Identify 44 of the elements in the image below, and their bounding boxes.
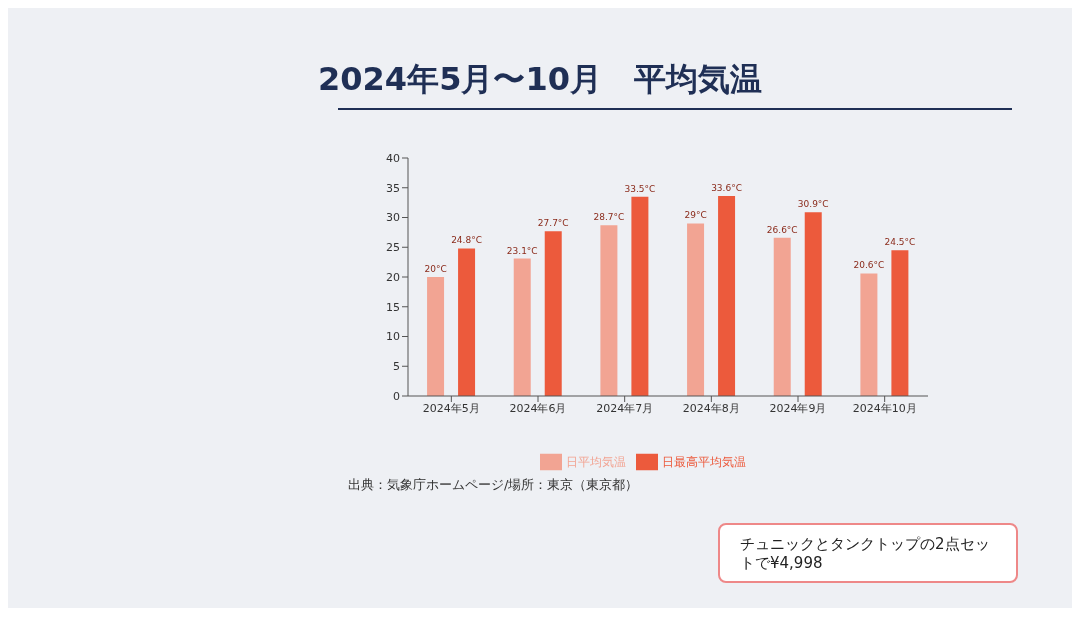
x-tick-label: 2024年10月 (852, 401, 917, 415)
bar (600, 225, 618, 396)
data-label: 29°C (684, 210, 707, 221)
chart-title: 2024年5月〜10月 平均気温 (317, 59, 763, 100)
data-label: 33.6°C (711, 183, 742, 194)
bar (718, 196, 736, 396)
data-label: 30.9°C (797, 199, 829, 210)
bar (544, 231, 562, 396)
y-tick-label: 5 (393, 360, 400, 374)
x-tick-label: 2024年9月 (769, 401, 827, 415)
data-label: 27.7°C (537, 218, 569, 229)
source-note: 出典：気象庁ホームページ/場所：東京（東京都） (348, 476, 639, 494)
x-tick-label: 2024年6月 (509, 401, 567, 415)
data-label: 24.8°C (451, 235, 482, 246)
text: チュニックとタンクトップの2点セットで¥4,998 (718, 523, 1018, 583)
data-label: 26.6°C (766, 224, 798, 235)
data-label: 23.1°C (506, 245, 538, 256)
data-label: 33.5°C (624, 183, 656, 194)
y-tick-label: 35 (386, 181, 400, 195)
y-tick-label: 10 (386, 330, 400, 344)
data-label: 28.7°C (593, 212, 625, 223)
data-label: 20.6°C (853, 260, 885, 271)
bar (687, 223, 705, 396)
y-tick-label: 25 (386, 241, 400, 255)
bar (513, 258, 531, 396)
y-tick-label: 15 (386, 300, 400, 314)
x-tick-label: 2024年8月 (682, 401, 740, 415)
data-label: 24.5°C (884, 237, 916, 248)
bar (631, 196, 649, 396)
data-label: 20°C (424, 264, 447, 274)
x-tick-label: 2024年7月 (596, 401, 654, 415)
bar (804, 212, 822, 396)
y-tick-label: 30 (386, 211, 400, 225)
y-tick-label: 40 (386, 151, 400, 165)
bar (860, 273, 878, 396)
legend-label: 日平均気温 (566, 454, 626, 469)
y-tick-label: 20 (386, 270, 400, 284)
legend-label: 日最高平均気温 (662, 454, 746, 469)
bar (891, 250, 909, 396)
bar (458, 248, 476, 396)
bar (427, 277, 445, 396)
bar (773, 237, 791, 396)
x-tick-label: 2024年5月 (422, 401, 480, 415)
y-tick-label: 0 (393, 389, 400, 403)
